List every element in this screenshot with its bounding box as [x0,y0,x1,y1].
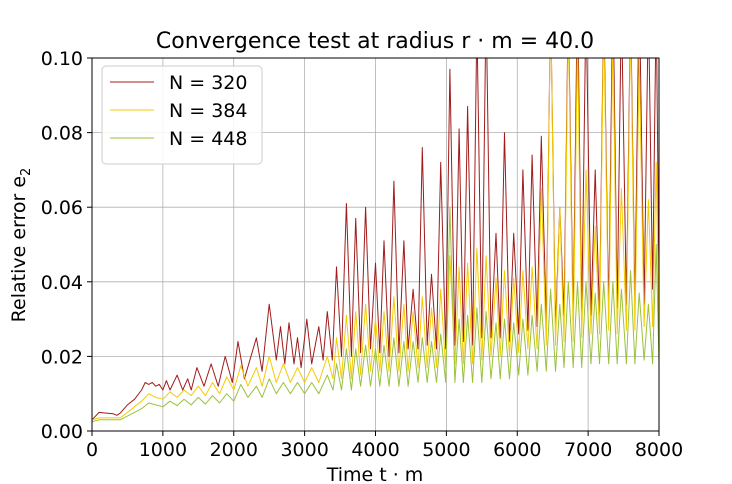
x-tick-label: 8000 [635,439,683,461]
series-line-3 [92,206,659,423]
legend-label-2: N = 384 [169,100,247,122]
y-axis-label-subscript: 2 [19,168,34,176]
y-tick-label: 0.08 [41,123,83,145]
legend-box [101,65,263,165]
x-tick-label: 3000 [280,439,328,461]
x-tick-label: 6000 [493,439,541,461]
legend-label-3: N = 448 [169,128,247,150]
x-tick-label: 4000 [351,439,399,461]
y-tick-label: 0.04 [41,272,83,294]
x-tick-label: 7000 [564,439,612,461]
y-tick-label: 0.00 [41,421,83,443]
chart-title: Convergence test at radius r · m = 40.0 [156,29,594,54]
x-tick-label: 2000 [210,439,258,461]
y-tick-label: 0.02 [41,346,83,368]
series-line-2 [92,58,659,421]
legend: N = 320 N = 384 N = 448 [101,65,263,165]
y-tick-label: 0.10 [41,48,83,70]
series-group [92,58,659,423]
x-axis-label: Time t · m [326,464,424,484]
legend-label-1: N = 320 [169,72,247,94]
series-line-1 [92,58,659,421]
y-axis-label: Relative error e2 [8,168,34,323]
x-tick-label: 5000 [422,439,470,461]
x-tick-label: 1000 [139,439,187,461]
x-tick-label: 0 [86,439,98,461]
y-tick-label: 0.06 [41,197,83,219]
y-axis-label-main: Relative error e [8,176,30,322]
ticks: 0 1000 2000 3000 4000 5000 6000 7000 8000 0.00 0.0… [41,48,683,461]
